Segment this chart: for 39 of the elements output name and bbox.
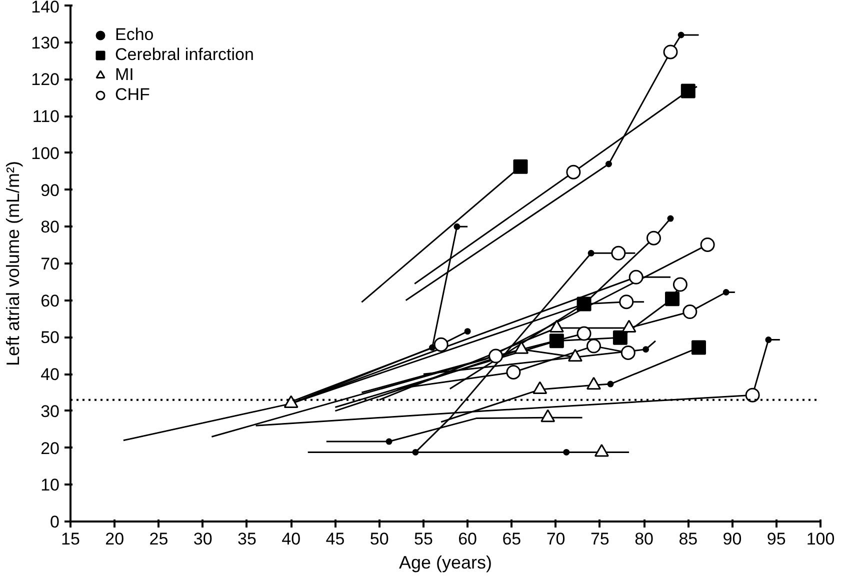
x-tick-label: 25 [149, 530, 168, 548]
x-tick-label: 30 [193, 530, 212, 548]
x-tick-label: 70 [546, 530, 566, 548]
y-tick-label: 10 [40, 476, 60, 495]
y-tick-label: 90 [40, 180, 60, 200]
y-axis-title: Left atrial volume (mL/m²) [3, 160, 24, 366]
x-axis-title: Age (years) [398, 552, 492, 572]
x-tick-label: 20 [105, 530, 124, 548]
x-tick-label: 75 [590, 530, 610, 548]
x-tick-label: 50 [370, 530, 389, 548]
y-tick-label: 140 [31, 0, 60, 16]
x-tick-label: 45 [326, 530, 345, 548]
legend-label: MI [115, 65, 135, 85]
y-tick-label: 0 [50, 512, 60, 532]
y-tick-label: 50 [40, 328, 60, 348]
y-tick-label: 100 [31, 144, 60, 163]
y-tick-label: 30 [40, 402, 60, 421]
y-tick-label: 40 [40, 365, 60, 384]
y-tick-label: 70 [40, 254, 60, 274]
x-tick-label: 85 [678, 530, 698, 548]
x-tick-label: 95 [766, 530, 786, 548]
y-tick-label: 20 [40, 438, 60, 458]
x-tick-label: 100 [806, 530, 835, 548]
x-tick-label: 60 [458, 530, 478, 548]
legend-label: CHF [115, 85, 150, 105]
x-tick-label: 65 [502, 530, 522, 548]
y-tick-label: 60 [40, 291, 60, 310]
legend-label: Echo [115, 25, 154, 45]
y-tick-label: 110 [32, 107, 60, 126]
y-tick-label: 120 [31, 70, 60, 90]
x-tick-label: 90 [722, 530, 742, 548]
x-tick-label: 55 [414, 530, 433, 548]
y-tick-label: 80 [40, 218, 60, 237]
x-tick-label: 80 [634, 530, 654, 548]
x-tick-label: 40 [282, 530, 301, 548]
x-tick-label: 15 [61, 530, 80, 548]
legend-label: Cerebral infarction [115, 45, 254, 65]
x-tick-label: 35 [238, 530, 256, 548]
y-tick-label: 130 [31, 33, 60, 52]
